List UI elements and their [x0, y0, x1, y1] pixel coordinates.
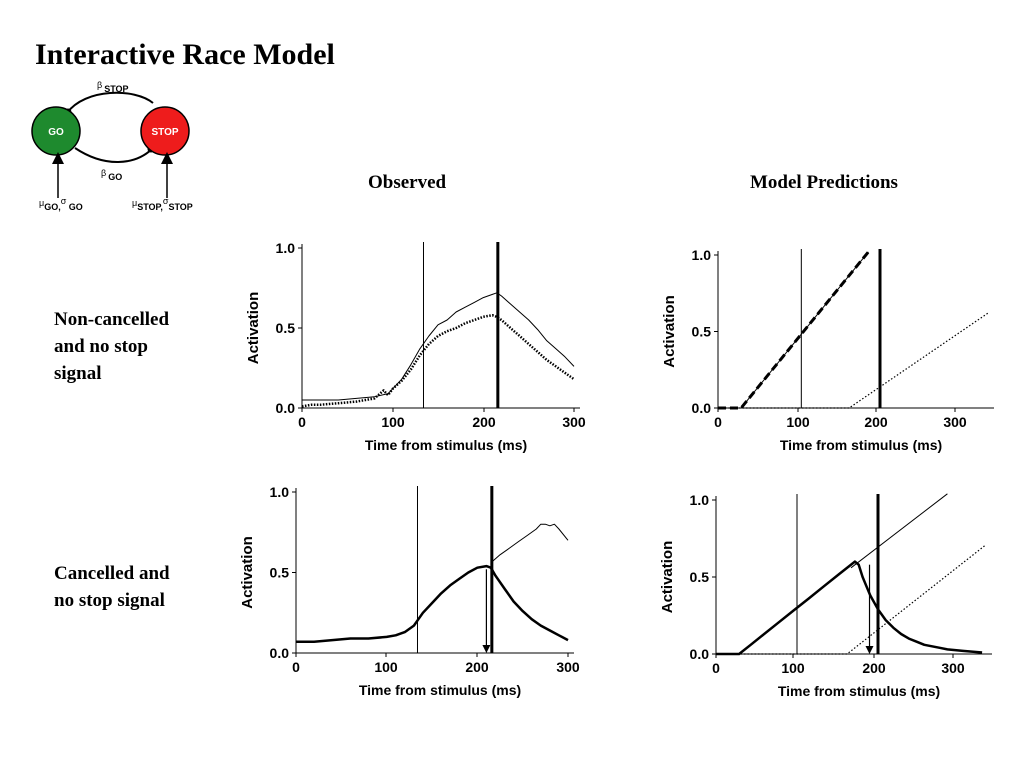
y-tick-label: 0.0	[692, 400, 712, 416]
x-axis-label: Time from stimulus (ms)	[778, 683, 940, 699]
y-tick-label: 0.0	[690, 646, 710, 662]
y-tick-label: 0.5	[690, 569, 710, 585]
series-line-2	[301, 313, 575, 408]
chart-observed-cancelled: 0 100 200 300 0.0 0.5 1.0 Time from stimulus (m…	[239, 484, 580, 698]
x-axis-label: Time from stimulus (ms)	[780, 437, 942, 453]
y-axis-label: Activation	[661, 295, 678, 368]
model-column-header: Model Predictions	[750, 172, 898, 193]
x-tick-label: 100	[781, 660, 805, 676]
chart-model-noncancelled: 0 100 200 300 0.0 0.5 1.0 Time from stimulus (m…	[661, 247, 994, 453]
series-line-3	[716, 544, 987, 655]
x-tick-label: 300	[943, 414, 967, 430]
observed-column-header: Observed	[368, 172, 447, 193]
series-line-2	[740, 251, 869, 409]
y-axis-label: Activation	[245, 292, 262, 365]
x-tick-label: 0	[712, 660, 720, 676]
go-inhibits-stop-connector	[74, 147, 153, 163]
stop-inhibits-go-connector	[66, 91, 154, 114]
series-line-2	[490, 523, 569, 564]
y-tick-label: 0.0	[270, 645, 290, 661]
x-tick-label: 200	[472, 414, 496, 430]
race-model-diagram: GO STOP β STOP β GO μGO,σ GO μSTOP,σSTOP	[31, 80, 193, 212]
y-axis-label: Activation	[239, 536, 256, 609]
y-tick-label: 1.0	[270, 484, 290, 500]
stop-input-label: μSTOP,σSTOP	[132, 196, 193, 212]
x-tick-label: 0	[292, 659, 300, 675]
x-axis-label: Time from stimulus (ms)	[359, 682, 521, 698]
series-line-1	[716, 560, 983, 656]
y-tick-label: 0.5	[276, 320, 296, 336]
chart-observed-noncancelled: 0 100 200 300 0.0 0.5 1.0 Time from stimulus (m…	[245, 240, 586, 453]
y-tick-label: 0.5	[692, 324, 712, 340]
x-tick-label: 0	[714, 414, 722, 430]
x-tick-label: 300	[556, 659, 580, 675]
y-tick-label: 0.5	[270, 565, 290, 581]
y-axis-label: Activation	[659, 541, 676, 614]
x-tick-label: 100	[374, 659, 398, 675]
series-line-1	[302, 292, 575, 401]
y-tick-label: 1.0	[692, 247, 712, 263]
series-line-3	[718, 312, 989, 409]
series-line-1	[296, 564, 569, 643]
row-label-noncancelled: Non-cancelled and no stop signal	[54, 309, 170, 384]
x-tick-label: 300	[562, 414, 586, 430]
y-tick-label: 1.0	[276, 240, 296, 256]
y-tick-label: 1.0	[690, 492, 710, 508]
x-tick-label: 200	[465, 659, 489, 675]
row-label-cancelled: Cancelled and no stop signal	[54, 563, 170, 611]
x-tick-label: 200	[862, 660, 886, 676]
stop-node-label: STOP	[151, 127, 178, 138]
x-axis-label: Time from stimulus (ms)	[365, 437, 527, 453]
beta-stop-label: β STOP	[97, 80, 129, 94]
x-tick-label: 200	[864, 414, 888, 430]
slide-title: Interactive Race Model	[35, 38, 335, 71]
x-tick-label: 100	[381, 414, 405, 430]
x-tick-label: 300	[941, 660, 965, 676]
beta-go-label: β GO	[101, 168, 122, 182]
series-line-2	[850, 493, 948, 569]
x-tick-label: 100	[786, 414, 810, 430]
y-tick-label: 0.0	[276, 400, 296, 416]
cancel-arrow-head	[865, 646, 874, 654]
chart-model-cancelled: 0 100 200 300 0.0 0.5 1.0 Time from stimulus (m…	[659, 492, 992, 699]
go-input-label: μGO,σ GO	[39, 196, 83, 212]
go-node-label: GO	[48, 127, 64, 138]
cancel-arrow-head	[482, 645, 491, 653]
series-line-1	[718, 250, 870, 410]
x-tick-label: 0	[298, 414, 306, 430]
